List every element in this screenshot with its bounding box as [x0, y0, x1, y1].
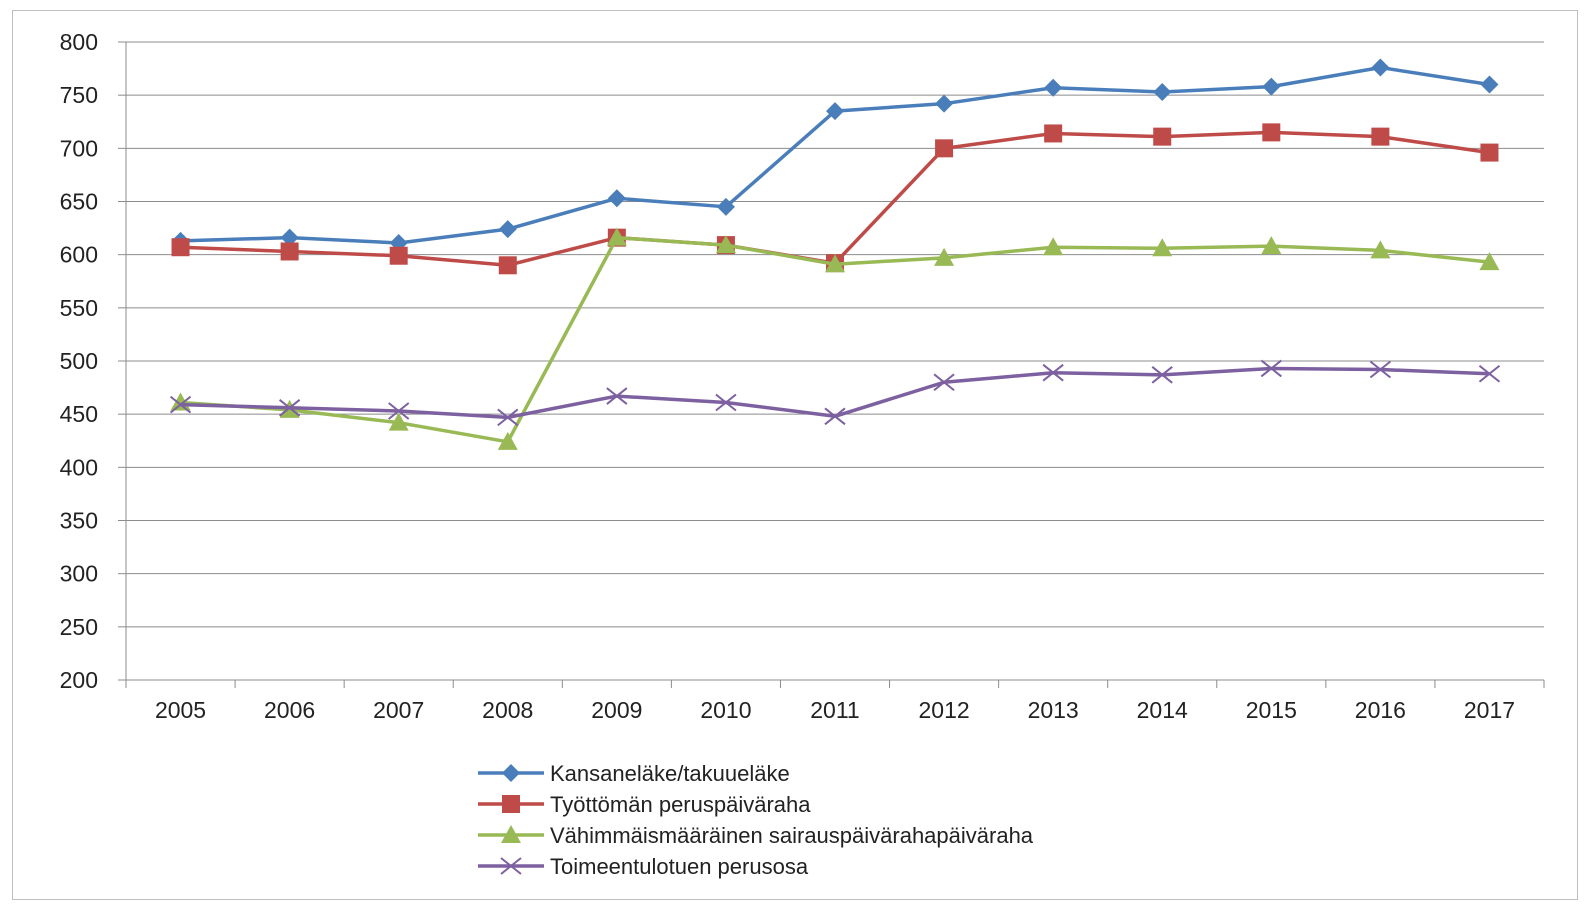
- data-point-x: [278, 399, 301, 417]
- data-point-x: [1369, 360, 1392, 379]
- legend-label: Vähimmäismääräinen sairauspäivärahapäivä…: [550, 823, 1034, 848]
- series-2: [171, 123, 1499, 275]
- data-point-triangle: [1043, 237, 1064, 256]
- data-point-diamond: [498, 220, 517, 239]
- data-point-diamond: [826, 102, 844, 121]
- data-point-triangle: [825, 254, 845, 273]
- series-line: [180, 366, 1490, 420]
- data-point-x: [606, 387, 628, 405]
- series-1: [171, 58, 1499, 252]
- data-point-x: [1151, 366, 1173, 384]
- y-tick-label: 600: [60, 242, 98, 268]
- data-point-square: [1262, 123, 1281, 142]
- data-point-x: [169, 395, 192, 414]
- x-tick-label: 2012: [918, 697, 969, 723]
- axes: 200 250 300 350 400 450 500 550 600 650 700 750 800 2…: [60, 29, 1545, 723]
- data-point-x: [497, 408, 519, 427]
- y-tick-label: 800: [60, 29, 98, 55]
- data-point-diamond: [1153, 82, 1172, 101]
- data-point-triangle: [934, 247, 955, 266]
- data-point-x: [715, 393, 737, 412]
- data-point-square: [389, 246, 408, 265]
- data-point-x: [500, 857, 522, 875]
- data-point-square: [1480, 143, 1499, 162]
- x-tick-label: 2005: [155, 697, 206, 723]
- data-point-square: [502, 795, 520, 813]
- data-point-triangle: [606, 227, 627, 246]
- y-tick-label: 500: [60, 348, 98, 374]
- data-point-square: [1153, 127, 1172, 146]
- y-tick-label: 300: [60, 561, 98, 587]
- data-point-diamond: [716, 197, 735, 216]
- data-point-diamond: [1262, 77, 1281, 96]
- data-point-x: [1478, 364, 1501, 383]
- x-tick-label: 2006: [264, 697, 315, 723]
- y-tick-label: 450: [60, 401, 98, 427]
- data-point-triangle: [1370, 240, 1391, 259]
- data-point-diamond: [502, 764, 520, 782]
- data-point-triangle: [1479, 252, 1500, 271]
- series-line: [180, 65, 1490, 245]
- data-point-square: [498, 256, 517, 275]
- data-point-x: [388, 402, 410, 420]
- data-point-triangle: [501, 825, 521, 843]
- data-point-diamond: [280, 228, 299, 247]
- legend: Kansaneläke/takuueläke Työttömän peruspäi…: [478, 761, 1034, 879]
- legend-label: Toimeentulotuen perusosa: [550, 854, 809, 879]
- data-point-square: [1371, 127, 1390, 146]
- chart-frame: [12, 10, 1578, 900]
- y-tick-label: 650: [60, 189, 98, 215]
- legend-label: Työttömän peruspäiväraha: [550, 792, 811, 817]
- x-tick-label: 2009: [591, 697, 642, 723]
- x-tick-label: 2007: [373, 697, 424, 723]
- legend-item: Kansaneläke/takuueläke: [478, 761, 790, 786]
- x-tick-label: 2008: [482, 697, 533, 723]
- data-point-diamond: [1371, 58, 1390, 77]
- x-tick-label: 2017: [1464, 697, 1515, 723]
- data-point-diamond: [607, 189, 626, 208]
- y-tick-label: 550: [60, 295, 98, 321]
- y-tick-label: 200: [60, 667, 98, 693]
- data-point-x: [824, 407, 846, 426]
- y-tick-label: 350: [60, 508, 98, 534]
- data-point-triangle: [388, 412, 409, 431]
- data-point-square: [280, 242, 299, 261]
- x-tick-label: 2010: [700, 697, 751, 723]
- data-point-diamond: [1480, 75, 1499, 94]
- legend-item: Toimeentulotuen perusosa: [478, 854, 809, 879]
- data-point-diamond: [935, 94, 954, 113]
- data-point-triangle: [497, 431, 518, 450]
- x-tick-label: 2015: [1246, 697, 1297, 723]
- legend-label: Kansaneläke/takuueläke: [550, 761, 790, 786]
- data-point-square: [935, 139, 954, 158]
- data-point-x: [933, 373, 955, 392]
- y-tick-label: 750: [60, 82, 98, 108]
- x-tick-label: 2013: [1028, 697, 1079, 723]
- grid-lines: [126, 41, 1544, 628]
- data-point-x: [1260, 359, 1282, 378]
- data-point-square: [171, 238, 190, 257]
- y-tick-label: 700: [60, 135, 98, 161]
- data-point-triangle: [1261, 236, 1282, 255]
- series-group: [169, 58, 1501, 450]
- x-tick-label: 2011: [810, 697, 859, 723]
- series-4: [169, 359, 1501, 427]
- data-point-x: [1042, 363, 1064, 382]
- legend-item: Työttömän peruspäiväraha: [478, 792, 811, 817]
- data-point-triangle: [1152, 238, 1173, 257]
- y-tick-label: 250: [60, 614, 98, 640]
- x-tick-label: 2014: [1137, 697, 1188, 723]
- data-point-triangle: [715, 235, 736, 254]
- data-point-square: [1044, 124, 1063, 143]
- legend-item: Vähimmäismääräinen sairauspäivärahapäivä…: [478, 823, 1034, 848]
- x-tick-label: 2016: [1355, 697, 1406, 723]
- data-point-diamond: [1044, 78, 1063, 97]
- y-tick-label: 400: [60, 454, 98, 480]
- series-3: [170, 227, 1500, 450]
